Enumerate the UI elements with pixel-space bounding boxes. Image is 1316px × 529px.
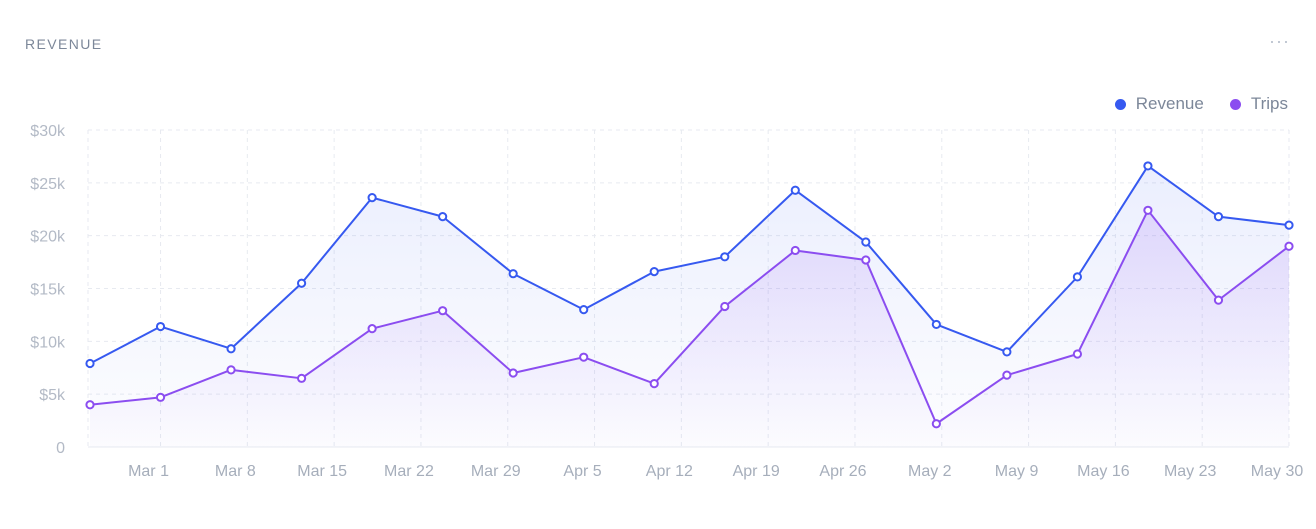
point-revenue[interactable] (1143, 161, 1153, 171)
x-tick-label: Apr 19 (733, 463, 780, 480)
x-tick-label: May 2 (908, 463, 952, 480)
legend-dot-trips (1229, 98, 1241, 110)
point-trips[interactable] (931, 419, 941, 429)
more-horizontal-icon[interactable]: ··· (1269, 31, 1290, 51)
point-trips[interactable] (861, 255, 871, 265)
legend-dot-revenue (1114, 98, 1126, 110)
point-revenue[interactable] (1213, 212, 1224, 222)
point-revenue[interactable] (226, 344, 236, 354)
y-tick-label: $15k (30, 282, 66, 299)
point-trips[interactable] (296, 373, 307, 383)
y-tick-label: $20k (30, 229, 66, 246)
x-tick-label: May 16 (1077, 463, 1130, 480)
x-tick-label: May 23 (1164, 463, 1217, 480)
x-tick-label: May 30 (1251, 463, 1304, 480)
point-revenue[interactable] (367, 193, 377, 203)
point-revenue[interactable] (861, 237, 871, 247)
point-trips[interactable] (226, 365, 236, 375)
x-tick-label: May 9 (995, 463, 1039, 480)
point-trips[interactable] (508, 368, 518, 378)
x-tick-label: Apr 5 (563, 463, 601, 480)
y-tick-label: $25k (30, 176, 66, 193)
legend-label-trips: Trips (1250, 94, 1288, 113)
x-tick-label: Apr 26 (819, 463, 866, 480)
legend-item-trips[interactable]: Trips (1229, 94, 1288, 114)
x-tick-label: Apr 12 (646, 463, 693, 480)
point-trips[interactable] (1143, 205, 1153, 215)
point-trips[interactable] (720, 301, 730, 312)
line-trips (89, 209, 1290, 425)
point-revenue[interactable] (790, 185, 800, 195)
point-trips[interactable] (1072, 349, 1083, 359)
legend-label-revenue: Revenue (1135, 94, 1204, 113)
legend-item-revenue[interactable]: Revenue (1114, 94, 1204, 114)
x-tick-label: Mar 29 (471, 463, 521, 480)
line-revenue (89, 164, 1290, 365)
point-revenue[interactable] (155, 321, 166, 332)
y-tick-label: 0 (56, 440, 65, 457)
point-revenue[interactable] (1284, 220, 1294, 230)
point-revenue[interactable] (720, 252, 730, 262)
point-trips[interactable] (1002, 370, 1012, 380)
point-revenue[interactable] (1072, 272, 1083, 282)
x-tick-label: Mar 22 (384, 463, 434, 480)
point-trips[interactable] (367, 324, 377, 334)
point-revenue[interactable] (649, 266, 659, 277)
point-revenue[interactable] (438, 212, 448, 222)
x-tick-label: Mar 15 (297, 463, 347, 480)
point-trips[interactable] (649, 379, 659, 389)
y-tick-label: $30k (30, 123, 66, 140)
point-trips[interactable] (1284, 241, 1294, 251)
point-trips[interactable] (1213, 295, 1224, 305)
y-tick-label: $10k (30, 334, 66, 351)
x-tick-label: Mar 1 (128, 463, 169, 480)
point-trips[interactable] (438, 306, 448, 316)
card-title: REVENUE (25, 36, 103, 52)
point-revenue[interactable] (1002, 347, 1012, 357)
point-trips[interactable] (85, 400, 95, 410)
point-revenue[interactable] (85, 358, 95, 369)
point-revenue[interactable] (296, 278, 307, 288)
point-trips[interactable] (579, 352, 589, 362)
point-revenue[interactable] (931, 319, 941, 330)
point-revenue[interactable] (508, 269, 518, 279)
point-trips[interactable] (790, 245, 800, 256)
y-tick-label: $5k (39, 387, 66, 404)
point-trips[interactable] (155, 392, 166, 402)
point-revenue[interactable] (579, 305, 589, 315)
x-tick-label: Mar 8 (215, 463, 256, 480)
chart-legend: Revenue Trips (1114, 94, 1288, 114)
